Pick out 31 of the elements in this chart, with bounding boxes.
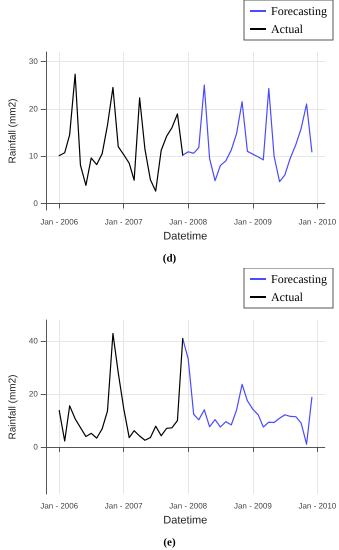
line-series	[182, 84, 312, 182]
legend-label: Actual	[271, 290, 304, 304]
text: (e)	[163, 536, 176, 548]
y-tick-label: 30	[28, 56, 38, 66]
y-axis-title: Rainfall (mm2)	[8, 98, 18, 164]
y-tick-label: 40	[28, 336, 38, 346]
x-tick-label: Jan - 2008	[169, 502, 208, 510]
x-tick-label: Jan - 2010	[298, 502, 337, 510]
line-series	[58, 332, 184, 442]
x-tick-label: Jan - 2006	[40, 218, 79, 226]
legend-label: Actual	[271, 22, 304, 36]
y-tick-label: 0	[33, 198, 38, 208]
line-series	[58, 74, 184, 192]
x-tick-label: Jan - 2009	[234, 218, 272, 226]
x-tick-label: Jan - 2007	[104, 502, 144, 510]
y-tick-label: 10	[28, 152, 38, 161]
legend-label: Forecasting	[271, 272, 328, 286]
y-tick-label: 20	[28, 389, 38, 398]
line-series	[182, 338, 312, 445]
x-axis-title: Datetime	[163, 230, 208, 242]
x-tick-label: Jan - 2006	[40, 502, 79, 510]
x-tick-label: Jan - 2009	[234, 502, 272, 510]
x-tick-label: Jan - 2008	[169, 218, 208, 226]
text: (d)	[162, 252, 177, 264]
x-tick-label: Jan - 2010	[298, 218, 337, 226]
y-tick-label: 20	[28, 104, 38, 114]
y-tick-label: 0	[33, 442, 38, 452]
legend-label: Forecasting	[271, 4, 328, 18]
x-tick-label: Jan - 2007	[104, 218, 144, 226]
x-axis-title: Datetime	[163, 514, 208, 526]
y-axis-title: Rainfall (mm2)	[8, 374, 18, 440]
